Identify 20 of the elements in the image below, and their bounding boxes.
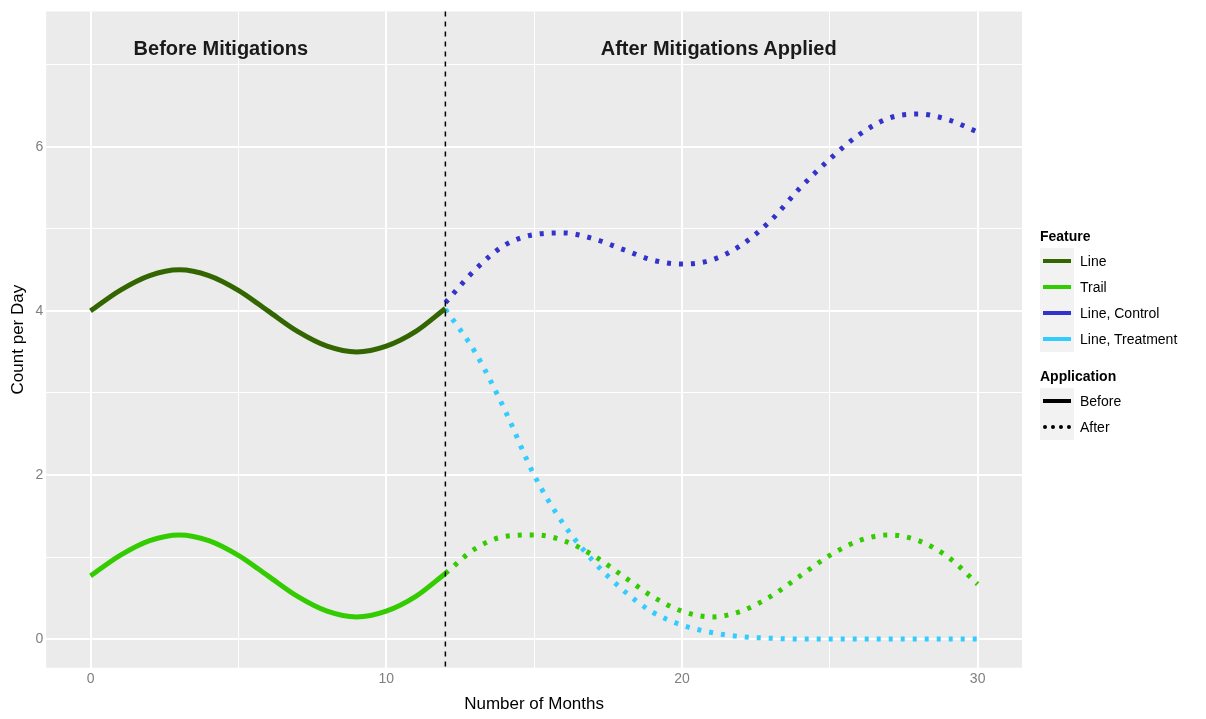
- x-tick-label: 0: [86, 670, 95, 687]
- annotation: Before Mitigations: [133, 36, 309, 59]
- y-axis-title: Count per Day: [7, 284, 27, 395]
- legend-label: Line, Treatment: [1080, 331, 1178, 347]
- x-axis-title: Number of Months: [464, 694, 605, 714]
- x-tick-label: 30: [969, 670, 986, 687]
- annotation: After Mitigations Applied: [600, 36, 837, 59]
- y-tick-label: 6: [35, 137, 44, 154]
- y-tick-label: 4: [35, 301, 44, 318]
- legend-title: Feature: [1040, 228, 1092, 244]
- text: Application: [1040, 368, 1118, 384]
- x-tick-label: 10: [378, 670, 395, 687]
- x-tick-label: 20: [674, 670, 690, 687]
- legend-label: Line, Control: [1080, 305, 1160, 321]
- legend-label: Trail: [1080, 279, 1107, 295]
- text: After: [1080, 419, 1110, 435]
- text: Before: [1080, 393, 1122, 409]
- y-tick-label: 2: [35, 465, 44, 482]
- legend-label: Line: [1080, 253, 1107, 269]
- y-tick-label: 0: [35, 629, 44, 646]
